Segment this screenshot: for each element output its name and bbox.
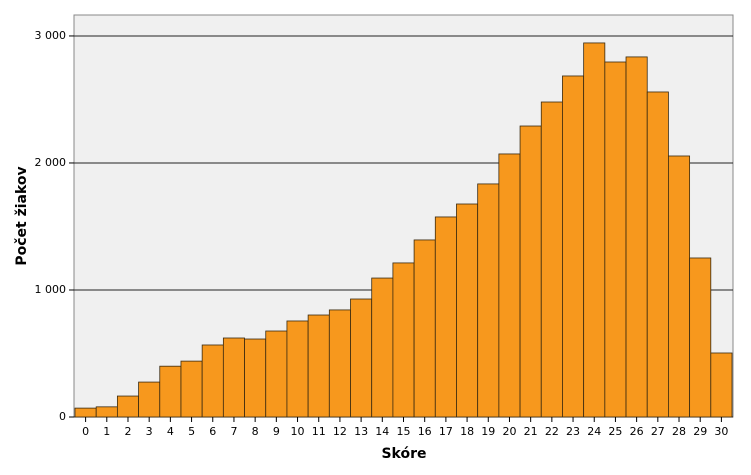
x-tick-label: 4 — [167, 425, 174, 438]
y-tick-label: 0 — [59, 410, 66, 423]
x-tick-label: 28 — [672, 425, 686, 438]
y-tick-label: 1 000 — [35, 283, 67, 296]
bar — [95, 406, 118, 418]
bar — [116, 395, 139, 418]
x-tick-label: 22 — [545, 425, 559, 438]
x-tick-label: 24 — [587, 425, 601, 438]
x-tick-label: 5 — [188, 425, 195, 438]
x-tick-label: 3 — [146, 425, 153, 438]
x-tick-label: 14 — [375, 425, 389, 438]
bar — [625, 56, 648, 418]
x-tick-label: 16 — [418, 425, 432, 438]
x-tick-label: 13 — [354, 425, 368, 438]
x-tick-label: 20 — [502, 425, 516, 438]
bar — [371, 277, 394, 418]
bar — [180, 360, 203, 418]
x-tick-label: 27 — [651, 425, 665, 438]
bar — [307, 314, 330, 418]
bar — [286, 320, 309, 418]
bar — [583, 42, 606, 418]
bar — [562, 75, 585, 418]
x-tick-label: 11 — [312, 425, 326, 438]
x-tick-label: 23 — [566, 425, 580, 438]
x-tick-label: 12 — [333, 425, 347, 438]
x-tick-label: 21 — [524, 425, 538, 438]
bar — [434, 216, 457, 418]
x-tick-label: 10 — [291, 425, 305, 438]
bar — [498, 153, 521, 418]
x-tick-label: 6 — [209, 425, 216, 438]
bar — [710, 352, 733, 418]
bar — [413, 239, 436, 418]
y-tick-label: 3 000 — [35, 29, 67, 42]
bar — [646, 91, 669, 418]
x-tick-label: 0 — [82, 425, 89, 438]
bar — [222, 337, 245, 418]
x-tick-label: 26 — [630, 425, 644, 438]
x-tick-label: 1 — [103, 425, 110, 438]
x-tick-label: 7 — [230, 425, 237, 438]
x-tick-label: 19 — [481, 425, 495, 438]
x-tick-label: 2 — [124, 425, 131, 438]
bar — [668, 155, 691, 418]
bar — [456, 203, 479, 418]
bar — [477, 183, 500, 418]
bar — [540, 101, 563, 418]
x-axis-title: Skóre — [381, 446, 426, 462]
bar — [604, 61, 627, 418]
y-axis-title: Počet žiakov — [14, 166, 30, 265]
x-tick-label: 25 — [608, 425, 622, 438]
bar — [519, 125, 542, 418]
bar — [328, 309, 351, 418]
x-tick-label: 29 — [693, 425, 707, 438]
bar — [392, 262, 415, 418]
x-tick-label: 8 — [252, 425, 259, 438]
bar — [74, 407, 97, 418]
bar — [159, 365, 182, 418]
x-tick-label: 30 — [714, 425, 728, 438]
y-tick-label: 2 000 — [35, 156, 67, 169]
bar — [138, 381, 161, 418]
bar — [689, 257, 712, 418]
bar — [350, 298, 373, 418]
x-tick-label: 18 — [460, 425, 474, 438]
bar — [201, 344, 224, 418]
bar — [265, 330, 288, 418]
x-tick-label: 17 — [439, 425, 453, 438]
x-tick-label: 15 — [397, 425, 411, 438]
bar — [244, 338, 267, 418]
x-tick-label: 9 — [273, 425, 280, 438]
